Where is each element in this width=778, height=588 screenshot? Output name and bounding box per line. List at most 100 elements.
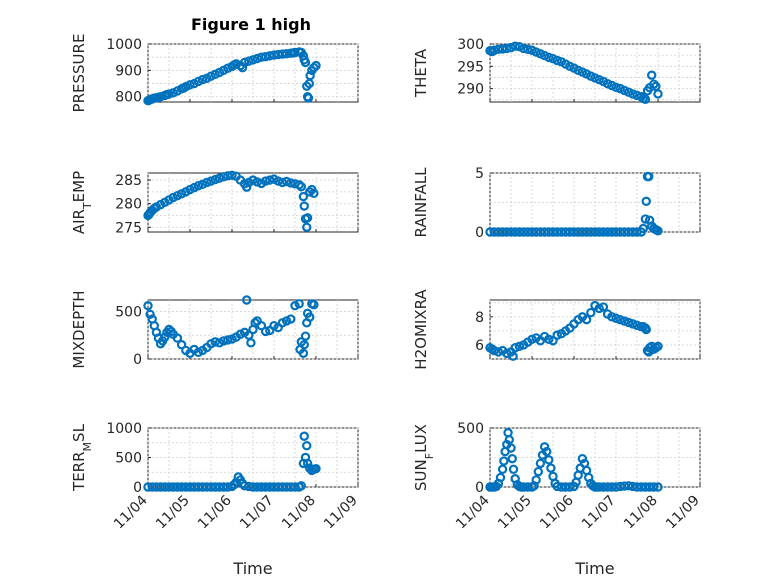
data-point — [260, 482, 271, 492]
data-point — [302, 458, 313, 469]
data-point — [300, 57, 311, 68]
y-tick-label: 300 — [457, 37, 484, 53]
data-point — [305, 70, 315, 81]
x-tick-label: 11/04 — [453, 492, 493, 532]
y-tick-label: 500 — [115, 451, 142, 467]
data-point — [565, 227, 575, 237]
data-point — [508, 351, 518, 361]
data-point — [302, 222, 312, 232]
data-point — [299, 431, 309, 441]
y-axis-label: RAINFALL — [412, 167, 430, 238]
data-point — [244, 56, 254, 66]
data-point — [577, 453, 588, 464]
data-point — [607, 227, 617, 237]
data-point — [653, 341, 663, 352]
data-point — [569, 227, 579, 237]
axes-h2omixra: 6 8 H2OMIXRA — [412, 289, 701, 370]
series-rainfall — [485, 171, 663, 237]
data-point — [256, 320, 267, 331]
axes-terr-msl: 0 500 1000 11/04 11/05 11/06 11/07 11/08 11/09 TE… — [70, 421, 361, 578]
data-point — [155, 482, 166, 492]
y-axis-label: AIRTEMP — [70, 171, 94, 234]
data-point — [218, 336, 229, 346]
data-point — [206, 482, 216, 492]
data-point — [628, 319, 638, 329]
y-axis-label: SUNFLUX — [412, 424, 436, 491]
data-point — [518, 43, 529, 54]
y-tick-label: 0 — [475, 225, 484, 241]
data-point — [502, 43, 512, 54]
data-point — [239, 481, 250, 491]
data-point — [281, 176, 292, 187]
x-tick-label: 11/04 — [111, 492, 151, 532]
data-point — [546, 463, 556, 473]
y-axis-label: TERRMSL — [70, 423, 94, 492]
axes-rainfall: 0 5 RAINFALL — [412, 166, 701, 241]
y-tick-label: 280 — [115, 197, 142, 213]
data-point — [544, 227, 554, 237]
data-point — [172, 333, 183, 343]
data-point — [548, 227, 558, 237]
x-tick-label: 11/06 — [195, 492, 235, 532]
axes-pressure: 800 900 1000 PRESSURE — [70, 34, 359, 112]
data-point — [535, 458, 546, 469]
data-point — [145, 309, 155, 319]
series-h2omixra — [485, 300, 663, 361]
x-axis-label: Time — [574, 559, 614, 578]
data-point — [193, 482, 204, 492]
data-point — [560, 227, 571, 237]
data-point — [502, 227, 512, 237]
data-point — [303, 93, 314, 103]
data-point — [497, 227, 508, 237]
data-point — [594, 227, 604, 237]
data-point — [507, 453, 517, 464]
data-point — [647, 70, 657, 80]
data-point — [273, 176, 283, 186]
y-axis-label: H2OMIXRA — [412, 289, 430, 370]
data-point — [506, 42, 516, 53]
data-point — [286, 314, 296, 324]
data-point — [644, 482, 655, 492]
data-point — [299, 340, 309, 350]
x-tick-label: 11/07 — [579, 493, 619, 533]
data-point — [640, 94, 651, 105]
data-point — [527, 334, 537, 345]
data-point — [640, 214, 651, 224]
y-tick-label: 6 — [475, 338, 484, 354]
data-point — [607, 482, 617, 492]
data-point — [623, 227, 634, 237]
data-point — [510, 41, 520, 51]
data-point — [210, 174, 220, 185]
data-point — [241, 295, 252, 305]
data-point — [311, 60, 321, 71]
data-point — [632, 482, 642, 492]
data-point — [273, 482, 283, 492]
data-point — [277, 49, 288, 59]
data-point — [514, 341, 525, 352]
data-point — [260, 326, 271, 337]
data-point — [615, 481, 625, 492]
data-point — [210, 482, 220, 492]
data-point — [539, 227, 550, 237]
data-point — [248, 482, 258, 492]
data-point — [493, 44, 504, 55]
data-point — [619, 227, 630, 237]
data-point — [206, 176, 216, 186]
data-point — [189, 482, 199, 492]
data-point — [489, 345, 499, 356]
data-point — [151, 482, 162, 492]
series-air-temp — [143, 170, 319, 232]
data-point — [615, 227, 625, 237]
y-tick-label: 800 — [115, 90, 142, 106]
data-point — [300, 331, 311, 341]
data-point — [309, 188, 319, 198]
data-point — [202, 482, 212, 492]
y-tick-label: 290 — [457, 82, 484, 98]
data-point — [269, 50, 279, 60]
data-point — [493, 227, 504, 237]
data-point — [598, 302, 609, 312]
x-tick-label: 11/06 — [537, 492, 577, 532]
data-point — [286, 482, 296, 492]
data-point — [160, 332, 170, 342]
data-point — [210, 337, 220, 347]
